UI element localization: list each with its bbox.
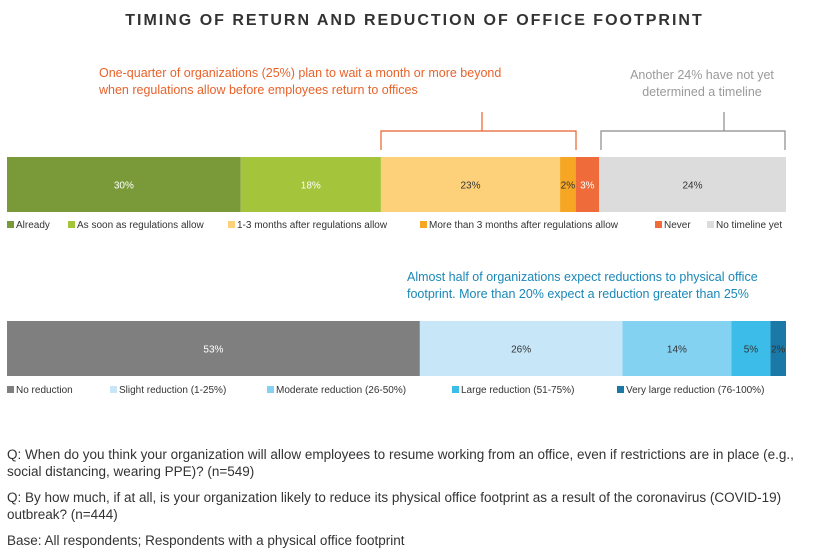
legend-label-moderate-reduction-26-50: Moderate reduction (26-50%) [276, 385, 406, 396]
legend-swatch-large-reduction-51-75 [452, 386, 459, 393]
legend-swatch-slight-reduction-1-25 [110, 386, 117, 393]
legend-swatch-1-3-months-after-regulations-allow [228, 221, 235, 228]
chart-title: TIMING OF RETURN AND REDUCTION OF OFFICE… [125, 12, 704, 29]
legend-swatch-already [7, 221, 14, 228]
data-label-as-soon-as-regulations-allow: 18% [301, 181, 321, 192]
bar-segment-1-3-months-after-regulations-allow [380, 157, 561, 212]
data-label-very-large-reduction-76-100: 2% [771, 345, 786, 356]
legend-swatch-very-large-reduction-76-100 [617, 386, 624, 393]
bar-segment-already [7, 157, 241, 212]
legend-label-very-large-reduction-76-100: Very large reduction (76-100%) [626, 385, 764, 396]
data-label-1-3-months-after-regulations-allow: 23% [460, 181, 480, 192]
data-label-never: 3% [580, 181, 595, 192]
bar-segment-more-than-3-months-after-regulations-allow [560, 157, 576, 212]
legend-swatch-more-than-3-months-after-regulations-allow [420, 221, 427, 228]
bar-segment-moderate-reduction-26-50 [622, 321, 732, 376]
timeline-callout: Another 24% have not yet determined a ti… [630, 68, 774, 99]
legend-swatch-no-reduction [7, 386, 14, 393]
legend-label-as-soon-as-regulations-allow: As soon as regulations allow [77, 220, 205, 231]
bar-segment-very-large-reduction-76-100 [770, 321, 786, 376]
legend-label-1-3-months-after-regulations-allow: 1-3 months after regulations allow [237, 220, 388, 231]
legend-swatch-moderate-reduction-26-50 [267, 386, 274, 393]
bar-segment-no-timeline-yet [599, 157, 786, 212]
legend-label-slight-reduction-1-25: Slight reduction (1-25%) [119, 385, 226, 396]
legend-swatch-as-soon-as-regulations-allow [68, 221, 75, 228]
bar-segment-as-soon-as-regulations-allow [240, 157, 381, 212]
data-label-no-reduction: 53% [203, 345, 223, 356]
wait-callout-bracket [380, 112, 577, 150]
stacked-bar-charts: 30% Already 18% As soon as regulations allo… [7, 112, 786, 396]
data-label-moderate-reduction-26-50: 14% [667, 345, 687, 356]
legend-label-no-timeline-yet: No timeline yet [716, 220, 782, 231]
data-label-already: 30% [114, 181, 134, 192]
timeline-callout-bracket [600, 112, 786, 150]
wait-callout: One-quarter of organizations (25%) plan … [99, 66, 502, 97]
legend-label-never: Never [664, 220, 691, 231]
survey-notes: Q: When do you think your organization w… [7, 446, 822, 558]
base-note: Base: All respondents; Respondents with … [7, 533, 405, 548]
data-label-no-timeline-yet: 24% [683, 181, 703, 192]
data-label-slight-reduction-1-25: 26% [511, 345, 531, 356]
bar-segment-never [575, 157, 600, 212]
bar-segment-no-reduction [7, 321, 420, 376]
legend-label-large-reduction-51-75: Large reduction (51-75%) [461, 385, 574, 396]
question-1-note: Q: When do you think your organization w… [7, 447, 794, 479]
data-label-large-reduction-51-75: 5% [744, 345, 759, 356]
bar-segment-slight-reduction-1-25 [419, 321, 623, 376]
data-label-more-than-3-months-after-regulations-allow: 2% [561, 181, 576, 192]
reduction-callout: Almost half of organizations expect redu… [407, 270, 758, 301]
legend-label-no-reduction: No reduction [16, 385, 73, 396]
legend-swatch-never [655, 221, 662, 228]
legend-swatch-no-timeline-yet [707, 221, 714, 228]
legend-label-more-than-3-months-after-regulations-allow: More than 3 months after regulations all… [429, 220, 619, 231]
legend-label-already: Already [16, 220, 50, 231]
bar-segment-large-reduction-51-75 [731, 321, 771, 376]
question-2-note: Q: By how much, if at all, is your organ… [7, 490, 782, 522]
